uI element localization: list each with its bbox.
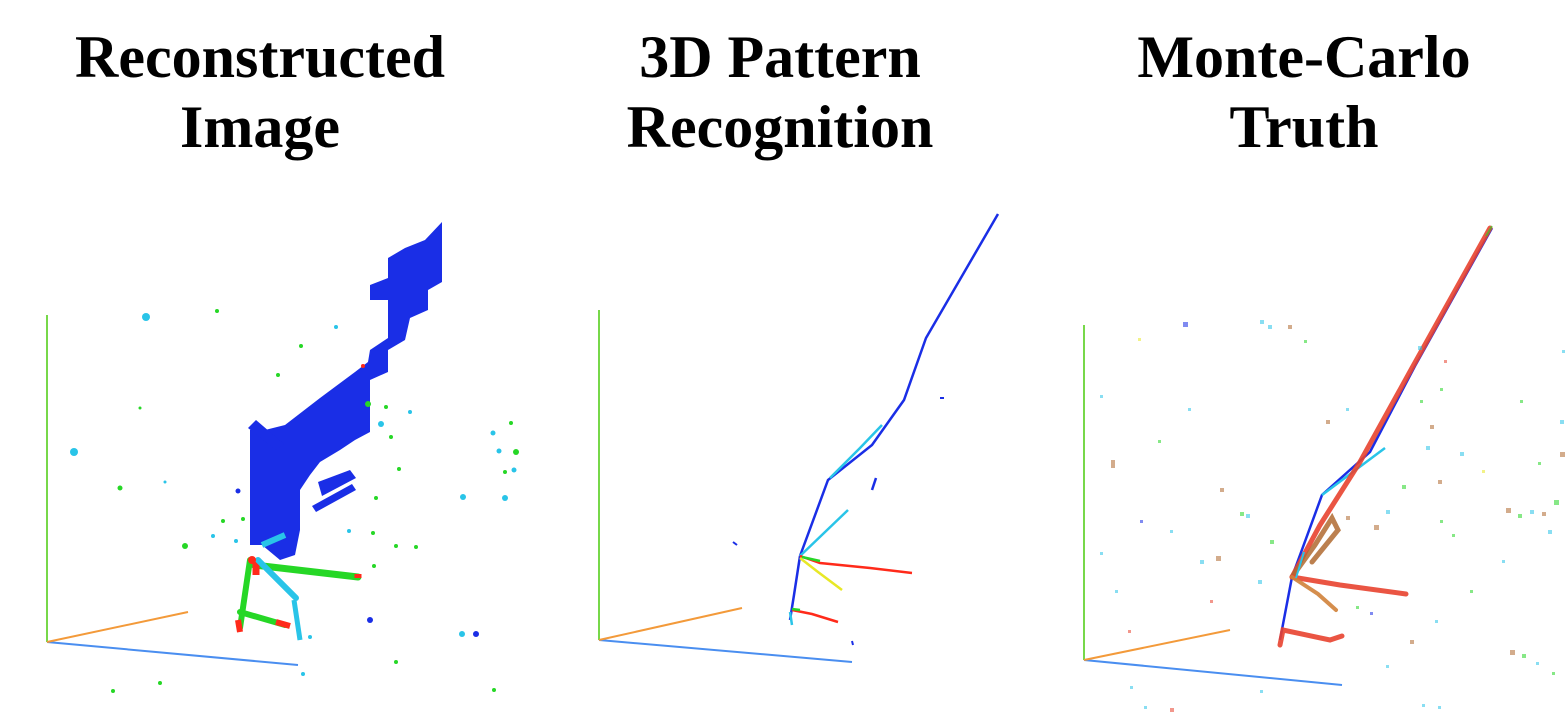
truth-track-red-main xyxy=(1289,225,1493,580)
track xyxy=(275,619,291,629)
track-near-vertex xyxy=(788,555,802,621)
title-line-2: Recognition xyxy=(626,94,934,160)
track-red-green-start xyxy=(801,555,821,563)
truth-track-brown xyxy=(1289,512,1341,580)
monte-carlo-event-display xyxy=(1083,225,1565,712)
truth-scattered-hits xyxy=(1100,320,1565,712)
title-line-2: Truth xyxy=(1229,94,1379,160)
track-yellow xyxy=(799,557,843,591)
track-cyan xyxy=(799,509,849,557)
track-fragment xyxy=(851,640,854,646)
axis-x xyxy=(1083,659,1343,686)
reconstructed-shower-block xyxy=(318,470,356,496)
reconstructed-shower-block xyxy=(312,484,356,512)
track xyxy=(291,599,303,641)
axis-z xyxy=(1083,629,1231,661)
title-line-1: 3D Pattern xyxy=(639,24,921,90)
track-fragment xyxy=(870,477,878,491)
panel-monte-carlo-truth: Monte-Carlo Truth xyxy=(1040,0,1568,716)
track-cyan-segment xyxy=(829,424,883,479)
track-green-stub xyxy=(791,607,801,612)
axis-x xyxy=(598,639,853,663)
truth-track-red xyxy=(1289,574,1409,597)
reconstructed-shower-block xyxy=(250,222,442,560)
axis-x xyxy=(46,641,299,666)
track-fragment xyxy=(732,541,738,546)
panel-title: 3D Pattern Recognition xyxy=(520,22,1040,162)
truth-track-orange xyxy=(1290,575,1338,612)
track-primary xyxy=(798,213,1000,557)
reconstructed-event-display xyxy=(46,222,519,693)
pattern-recognition-event-display xyxy=(598,213,1000,663)
track-red-short xyxy=(791,608,839,624)
track xyxy=(260,532,287,548)
track xyxy=(255,557,299,601)
panel-title: Monte-Carlo Truth xyxy=(1040,22,1568,162)
panel-title: Reconstructed Image xyxy=(0,22,520,162)
truth-track-red-main xyxy=(1485,225,1493,237)
panel-reconstructed-image: Reconstructed Image xyxy=(0,0,520,716)
title-line-1: Reconstructed xyxy=(75,24,445,90)
title-line-1: Monte-Carlo xyxy=(1137,24,1471,90)
panel-3d-pattern-recognition: 3D Pattern Recognition xyxy=(520,0,1040,716)
vertex-hit xyxy=(248,556,256,564)
axis-z xyxy=(598,607,743,641)
truth-track-red-short xyxy=(1277,627,1345,648)
title-line-2: Image xyxy=(180,94,340,160)
track-cyan-stub xyxy=(788,611,794,626)
track xyxy=(250,561,362,581)
reconstructed-shower-block xyxy=(248,420,284,450)
scattered-hits xyxy=(70,309,519,693)
truth-track-cyan-short xyxy=(1295,551,1305,579)
track xyxy=(235,619,243,633)
track xyxy=(237,557,253,631)
axis-z xyxy=(46,611,189,643)
